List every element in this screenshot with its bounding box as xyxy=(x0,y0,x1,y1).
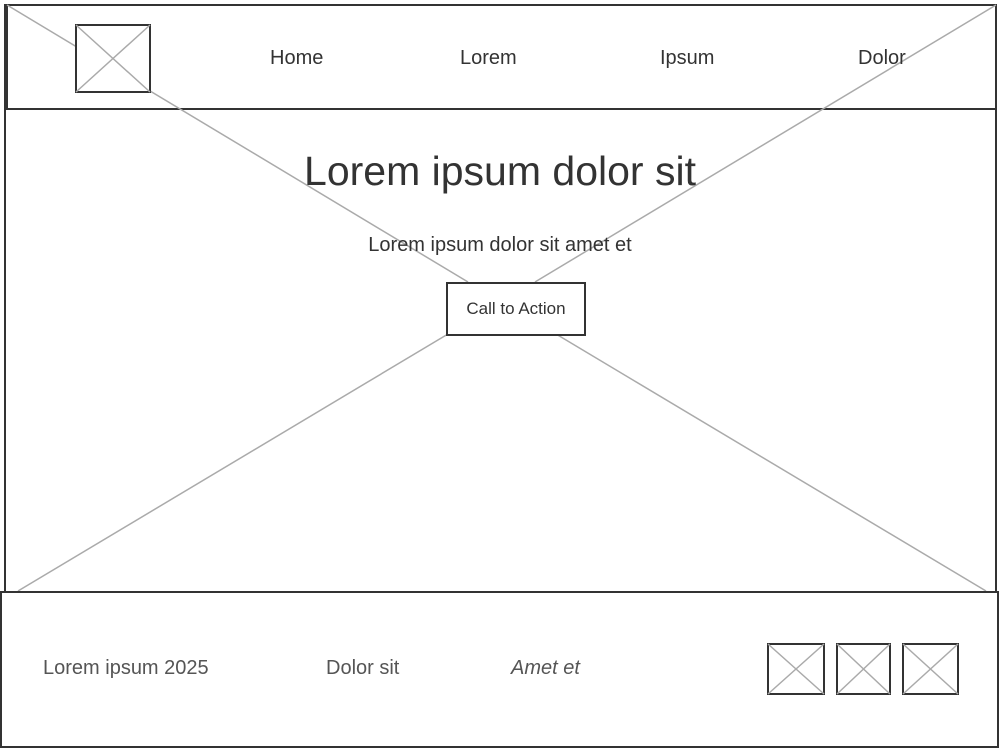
hero-subtitle: Lorem ipsum dolor sit amet et xyxy=(368,234,632,256)
hero-title: Lorem ipsum dolor sit xyxy=(304,148,696,194)
footer-copyright: Lorem ipsum 2025 xyxy=(43,657,209,679)
nav-item-home[interactable]: Home xyxy=(270,47,324,69)
footer-link-amet-et[interactable]: Amet et xyxy=(511,657,580,679)
nav-item-ipsum[interactable]: Ipsum xyxy=(660,47,715,69)
call-to-action-button[interactable]: Call to Action xyxy=(446,282,586,336)
social-icon-1[interactable] xyxy=(767,643,825,695)
footer-link-dolor-sit[interactable]: Dolor sit xyxy=(326,657,400,679)
nav-item-lorem[interactable]: Lorem xyxy=(460,47,517,69)
social-icon-2[interactable] xyxy=(836,643,891,695)
logo-image-icon xyxy=(75,24,151,93)
nav-item-dolor[interactable]: Dolor xyxy=(858,47,906,69)
social-icon-3[interactable] xyxy=(902,643,959,695)
